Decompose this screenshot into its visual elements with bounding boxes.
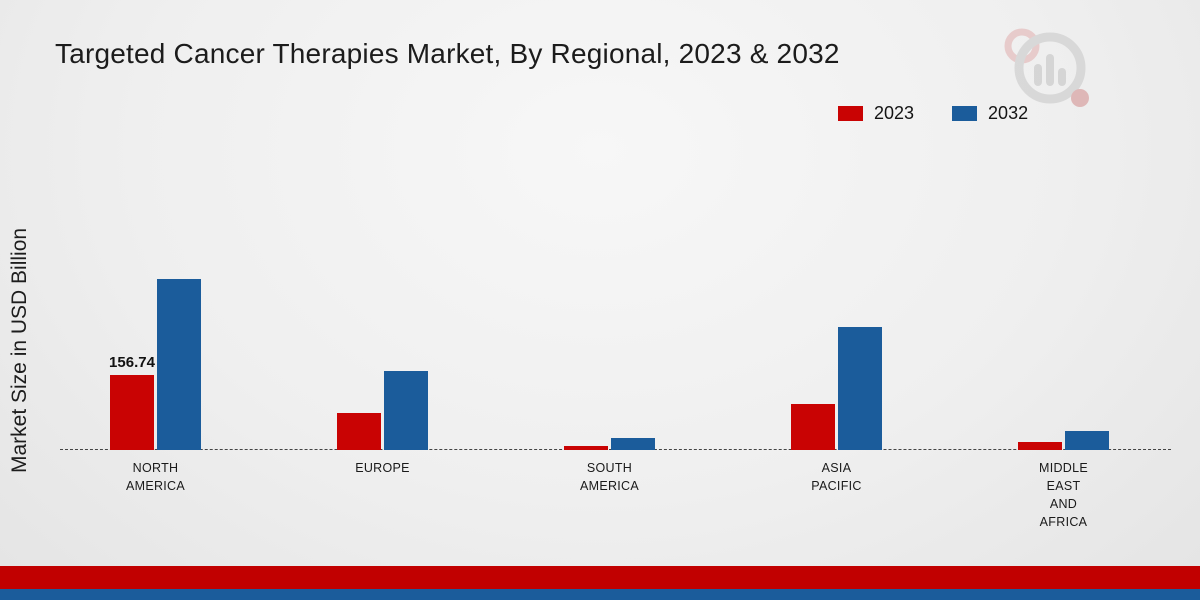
bar-group-europe [269, 0, 496, 450]
bar-group-south-america [496, 0, 723, 450]
category-label-middle-east-and-africa: MIDDLE EAST AND AFRICA [1038, 461, 1089, 530]
legend-label-2032: 2032 [988, 103, 1029, 123]
bar-2032-europe [384, 370, 428, 450]
bar-value-label-2023-north-america: 156.74 [109, 353, 155, 371]
bar-group-middle-east-and-africa [950, 0, 1177, 450]
bar-2032-asia-pacific [838, 327, 882, 450]
bar-group-asia-pacific [723, 0, 950, 450]
brand-logo-icon [1004, 28, 1089, 107]
bar-2023-europe [337, 413, 381, 450]
y-axis-label: Market Size in USD Billion [8, 227, 31, 473]
bar-2032-north-america [157, 279, 201, 450]
legend-item-2032: 2032 [952, 103, 1028, 124]
bar-group-north-america: 156.74 [42, 0, 269, 450]
plot-area: 156.74 [42, 0, 1177, 450]
category-labels-row: NORTH AMERICA EUROPE SOUTH AMERICA ASIA PAC… [42, 459, 1177, 532]
category-label-north-america: NORTH AMERICA [125, 461, 186, 494]
legend-swatch-2023 [838, 106, 863, 121]
bar-2032-middle-east-and-africa [1065, 430, 1109, 450]
category-label-asia-pacific: ASIA PACIFIC [811, 461, 862, 494]
legend-label-2023: 2023 [874, 103, 915, 123]
bar-2023-north-america: 156.74 [109, 354, 155, 450]
footer-blue-strip [0, 589, 1200, 600]
legend: 2023 2032 [838, 103, 1028, 124]
legend-swatch-2032 [952, 106, 978, 121]
legend-item-2023: 2023 [838, 103, 914, 124]
category-label-south-america: SOUTH AMERICA [579, 461, 640, 494]
brand-logo-watermark [992, 24, 1092, 109]
bar-2023-middle-east-and-africa [1018, 442, 1062, 450]
bar-2023-south-america [564, 445, 608, 450]
bar-2023-asia-pacific [791, 404, 835, 450]
chart-title: Targeted Cancer Therapies Market, By Reg… [55, 38, 840, 69]
bar-2032-south-america [611, 437, 655, 450]
footer-red-strip [0, 566, 1200, 589]
category-label-europe: EUROPE [355, 461, 410, 475]
